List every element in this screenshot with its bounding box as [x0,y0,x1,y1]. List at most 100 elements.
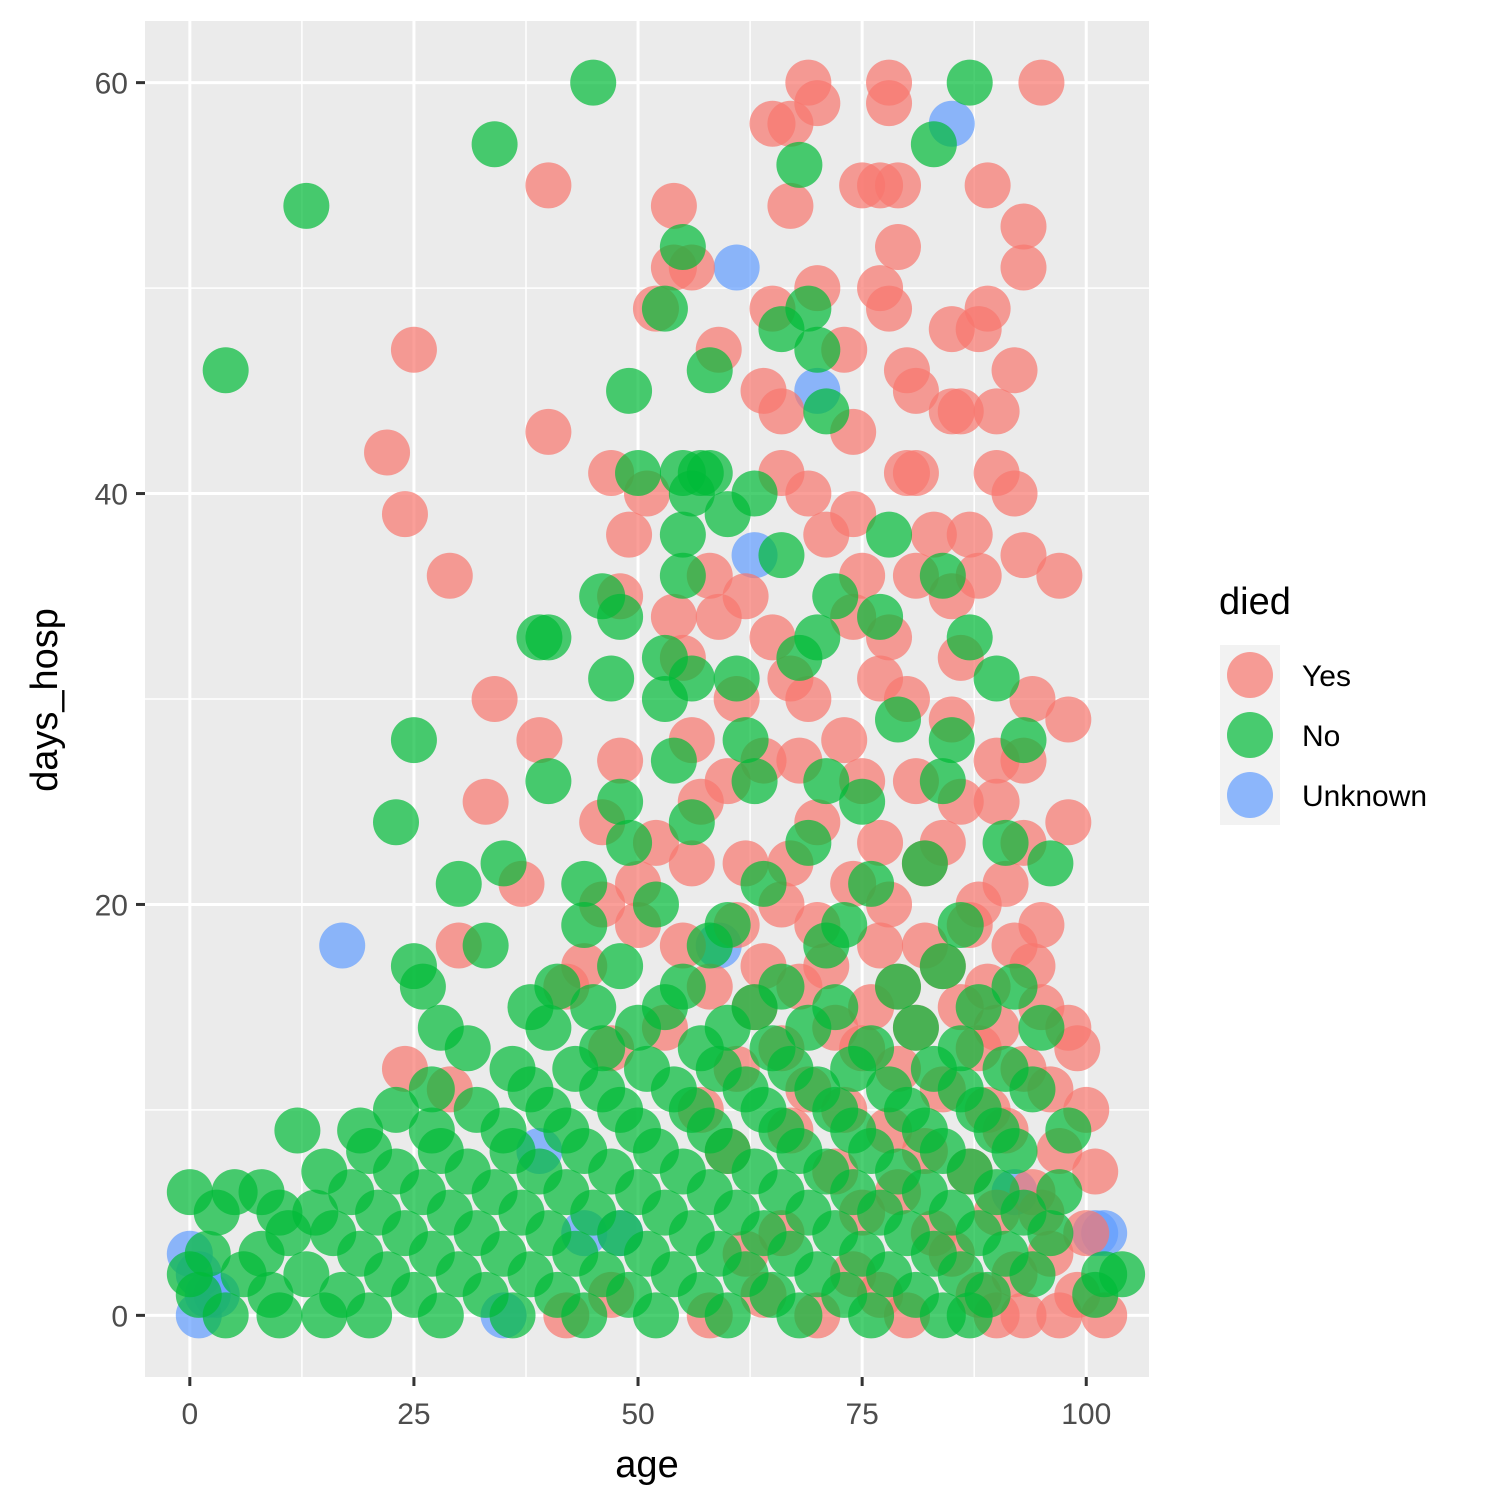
point-no [973,655,1020,702]
point-yes [758,388,805,435]
point-no [561,860,608,907]
point-no [785,819,832,866]
point-yes [1036,552,1083,599]
legend-label: Yes [1302,660,1351,693]
point-no [686,922,733,969]
point-no [516,614,563,661]
point-yes [857,922,904,969]
point-no [1009,1251,1056,1298]
point-yes [606,511,653,558]
point-no [722,717,769,764]
point-yes [767,100,814,147]
point-no [1072,1271,1119,1318]
point-no [901,840,948,887]
point-no [641,285,688,332]
point-no [919,552,966,599]
point-yes [946,511,993,558]
point-yes [1072,1148,1119,1195]
point-no [489,1292,536,1339]
point-yes [875,162,921,209]
point-no [373,1086,419,1133]
point-no [417,1292,464,1339]
legend-item-no: No [1220,705,1340,765]
point-no [597,593,644,640]
point-no [910,121,957,168]
point-yes [803,511,850,558]
point-yes [955,306,1002,353]
points-layer [166,59,1146,1339]
legend: died Yes No Unknown [1219,581,1427,825]
legend-item-unknown: Unknown [1220,765,1427,825]
point-no [839,778,886,825]
point-no [256,1292,303,1339]
x-axis-title: age [615,1444,678,1486]
point-yes [866,80,913,127]
point-yes [866,285,913,332]
point-no [659,552,706,599]
point-no [758,532,805,579]
point-yes [364,429,411,476]
x-axis: 0 25 50 75 100 [181,1377,1111,1431]
y-tick-label: 40 [95,479,128,512]
point-no [597,943,644,990]
point-yes [525,408,572,455]
point-no [399,963,446,1010]
series-no [166,59,1146,1339]
point-no [471,121,518,168]
point-no [193,1189,240,1236]
point-yes [1000,203,1047,250]
x-tick-label: 0 [181,1398,198,1431]
point-no [668,470,715,517]
point-no [435,860,482,907]
point-no [390,717,437,764]
point-yes [695,593,742,640]
point-yes [937,388,984,435]
point-no [615,450,662,496]
point-unknown [319,922,366,969]
x-tick-label: 100 [1061,1398,1111,1431]
point-no [946,614,993,661]
point-no [659,224,706,270]
point-no [803,758,850,805]
point-no [659,511,706,558]
legend-label: No [1302,720,1340,753]
point-yes [964,162,1011,209]
point-yes [973,778,1020,825]
point-yes [875,224,921,270]
point-yes [785,470,832,517]
legend-label: Unknown [1302,780,1427,813]
point-yes [516,717,563,764]
point-no [991,1128,1038,1174]
point-no [615,1004,662,1051]
point-no [632,881,679,928]
point-yes [1045,799,1092,846]
point-yes [1063,1210,1110,1257]
point-no [776,141,823,188]
point-yes [910,511,957,558]
point-no [740,860,787,907]
point-no [848,860,895,907]
point-no [803,388,850,435]
point-no [668,799,715,846]
point-yes [1054,1025,1101,1072]
point-no [525,758,572,805]
point-yes [785,676,832,722]
point-yes [973,388,1020,435]
point-no [731,758,778,805]
point-no [848,1292,895,1339]
point-yes [462,778,509,825]
point-no [570,59,617,106]
point-no [1027,840,1074,887]
point-no [892,1004,939,1051]
point-no [794,614,841,661]
legend-items: Yes No Unknown [1220,645,1427,825]
point-no [982,819,1029,866]
point-no [301,1292,348,1339]
point-no [597,778,644,825]
point-yes [1018,59,1065,106]
point-no [758,306,805,353]
point-yes [991,470,1038,517]
y-tick-label: 20 [95,889,128,922]
point-no [785,1004,832,1051]
